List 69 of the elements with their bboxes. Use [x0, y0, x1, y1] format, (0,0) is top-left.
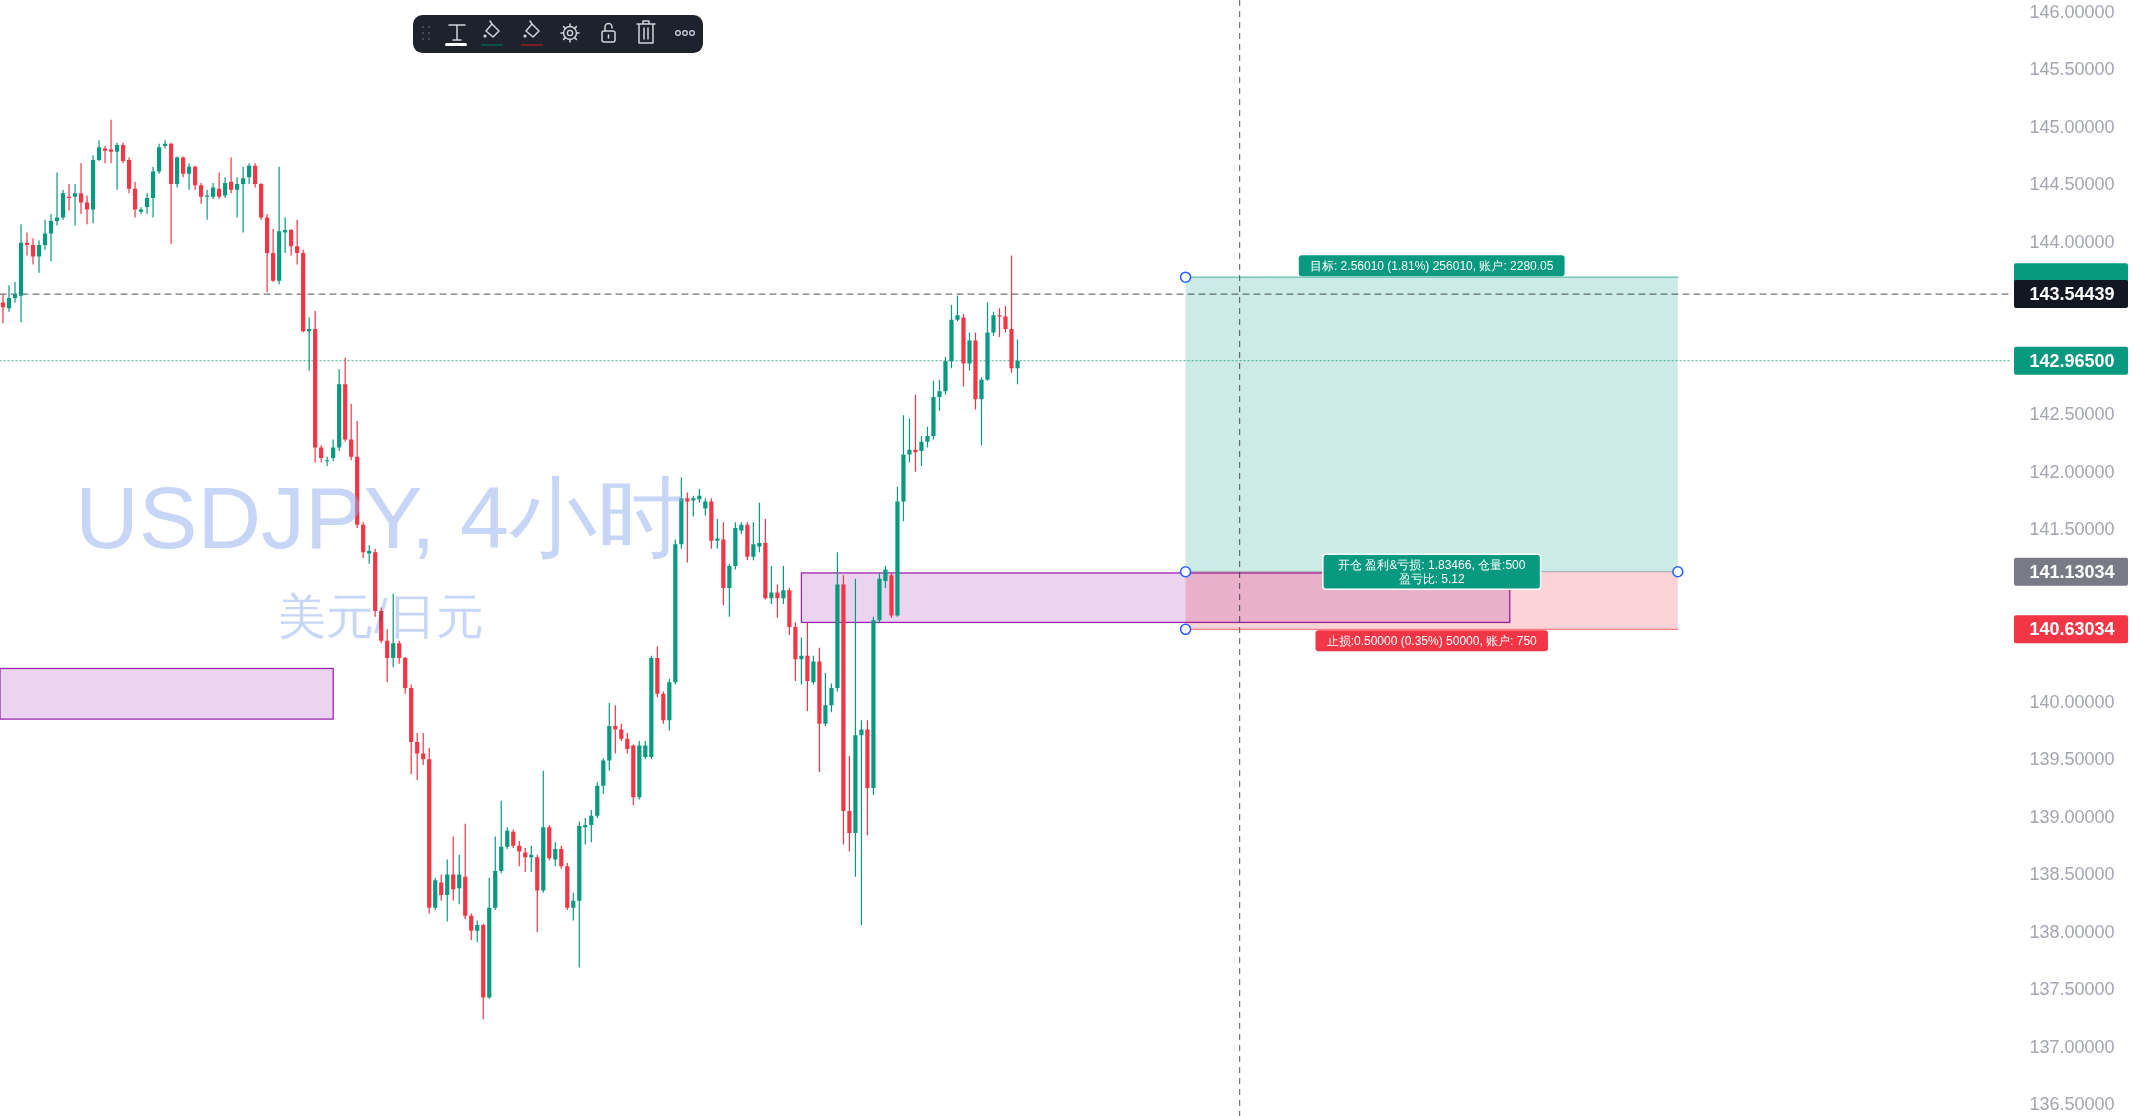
y-tick-label: 140.00000 — [2029, 691, 2115, 712]
y-tick-label: 146.00000 — [2029, 1, 2115, 22]
text: 141.13034 — [2029, 561, 2115, 582]
annotation: 止损:0.50000 (0.35%) 50000, 账户: 750 — [1326, 633, 1538, 648]
candlestick — [36, 240, 42, 273]
candlestick — [48, 214, 54, 262]
candlestick — [865, 720, 870, 836]
y-tick-label: 137.00000 — [2029, 1036, 2115, 1057]
candlestick — [937, 379, 942, 411]
candlestick — [823, 673, 828, 726]
y-tick-label: 139.50000 — [2029, 749, 2115, 770]
text: 140.63034 — [2029, 619, 2115, 640]
candlestick — [817, 647, 822, 772]
y-tick-label: 144.00000 — [2029, 231, 2115, 252]
y-tick-label: 137.50000 — [2029, 979, 2115, 1000]
candlestick — [985, 302, 990, 381]
candlestick — [973, 332, 978, 410]
candlestick — [144, 193, 150, 214]
y-tick-label: 139.00000 — [2029, 806, 2115, 827]
candlestick — [108, 119, 114, 164]
candlestick — [955, 295, 960, 321]
y-tick-label: 136.50000 — [2029, 1094, 2115, 1115]
candlestick — [0, 294, 6, 324]
candlestick — [967, 332, 972, 371]
candlestick — [30, 238, 36, 265]
candlestick — [138, 207, 144, 214]
candlestick — [78, 163, 84, 214]
y-tick-label: 141.50000 — [2029, 519, 2115, 540]
candlestick — [84, 195, 90, 225]
candlestick — [931, 380, 936, 440]
candlestick — [853, 578, 858, 877]
candlestick — [1003, 306, 1008, 333]
candlestick — [991, 311, 996, 336]
candlestick — [114, 142, 120, 190]
ref-line-label: 143.54439 — [2029, 284, 2115, 305]
candlestick — [12, 281, 18, 303]
candlestick — [949, 304, 954, 369]
candlestick — [889, 572, 894, 618]
y-tick-label: 138.00000 — [2029, 921, 2115, 942]
candlestick — [901, 415, 906, 522]
candlestick — [186, 163, 192, 190]
candlestick — [841, 575, 846, 845]
candlestick — [1009, 255, 1014, 373]
candlestick — [925, 426, 930, 448]
annotation: 目标: 2.56010 (1.81%) 256010, 账户: 2280.05 — [1309, 258, 1554, 273]
candlestick — [72, 184, 78, 226]
annotation: 开仓 盈利&亏损: 1.83466, 仓量:500 盈亏比: 5.12 — [1338, 557, 1526, 586]
y-tick-label: 142.00000 — [2029, 461, 2115, 482]
candlestick — [6, 285, 12, 312]
y-tick-label: 145.50000 — [2029, 59, 2115, 80]
candlestick — [150, 166, 156, 218]
candlestick — [24, 232, 30, 256]
candlestick — [54, 172, 60, 226]
y-tick-label: 138.50000 — [2029, 864, 2115, 885]
ref-line-label: 142.96500 — [2029, 350, 2115, 371]
candlestick — [835, 552, 840, 692]
candlestick — [895, 486, 900, 617]
candlestick — [943, 356, 948, 395]
y-tick-label: 144.50000 — [2029, 174, 2115, 195]
candlestick — [961, 314, 966, 387]
candlestick — [168, 142, 174, 244]
candlestick — [42, 219, 48, 250]
y-tick-label: 142.50000 — [2029, 404, 2115, 425]
candlestick — [162, 140, 168, 149]
y-tick-label: 145.00000 — [2029, 116, 2115, 137]
candlestick — [829, 683, 834, 713]
candlestick — [66, 184, 72, 211]
candlestick — [871, 616, 876, 796]
candlestick — [102, 146, 108, 164]
